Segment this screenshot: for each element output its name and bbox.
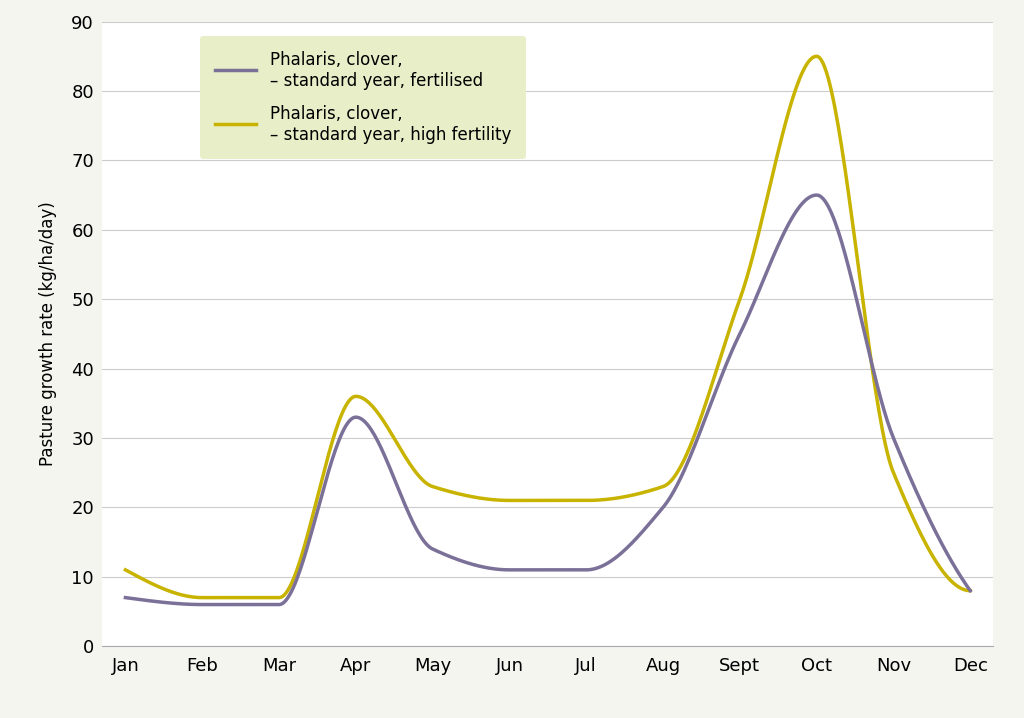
Legend: Phalaris, clover,
– standard year, fertilised, Phalaris, clover,
– standard year: Phalaris, clover, – standard year, ferti… bbox=[200, 36, 526, 159]
Y-axis label: Pasture growth rate (kg/ha/day): Pasture growth rate (kg/ha/day) bbox=[40, 202, 57, 466]
